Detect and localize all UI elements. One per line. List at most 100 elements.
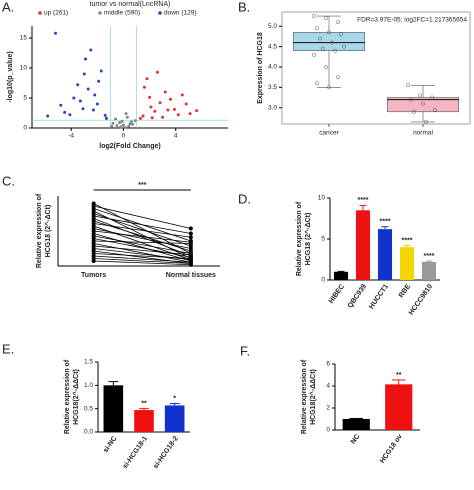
point [145, 77, 149, 81]
point [93, 93, 97, 97]
pair-line [93, 255, 191, 263]
point [118, 121, 122, 125]
point [312, 52, 316, 57]
point [95, 102, 99, 106]
pair-line [93, 215, 191, 234]
point [321, 46, 325, 51]
significance: ** [141, 401, 147, 408]
pair-line [93, 223, 191, 238]
panel-label: E. [2, 341, 14, 356]
x-tick-label: si-HCG18-1 [122, 435, 149, 470]
point [330, 40, 334, 45]
point [180, 93, 184, 97]
point [123, 125, 127, 129]
point [128, 122, 132, 126]
bar [134, 410, 154, 432]
point [418, 93, 422, 98]
pair-line [93, 233, 191, 262]
y-axis-label: Relative expression of [36, 193, 43, 268]
point [46, 114, 50, 118]
bar [421, 261, 437, 280]
point [188, 262, 193, 267]
point [111, 121, 115, 125]
pair-line [93, 218, 191, 257]
significance: * [173, 395, 176, 402]
point [141, 114, 145, 118]
point [121, 123, 125, 127]
significance: **** [402, 237, 413, 244]
point [188, 246, 193, 251]
pair-line [93, 253, 191, 259]
panel-label: F. [240, 343, 250, 358]
bar [333, 271, 349, 280]
point [188, 112, 192, 116]
x-tick-label: Tumors [81, 272, 106, 279]
point [119, 125, 123, 129]
bar [399, 247, 415, 280]
point [155, 70, 159, 74]
point [336, 20, 340, 25]
point [127, 124, 131, 128]
pair-line [93, 245, 191, 256]
point [148, 95, 152, 99]
chart-title: tumor vs normal(LncRNA) [90, 1, 171, 8]
point [115, 124, 119, 128]
panel-label: B. [238, 0, 250, 14]
point [76, 83, 80, 87]
y-tick-label: 0 [321, 277, 325, 284]
point [99, 69, 103, 73]
point [188, 231, 193, 236]
point [89, 48, 93, 52]
point [110, 124, 114, 128]
y-tick-label: 1.5 [84, 359, 93, 366]
pair-line [93, 230, 191, 243]
legend-label: down (129) [164, 10, 197, 17]
y-axis-label: HCG18(2^-ΔΔCt) [309, 369, 317, 425]
pair-line [93, 235, 191, 254]
y-tick-label: 1.0 [84, 382, 93, 389]
panel-label: A. [2, 0, 14, 14]
plot-frame [281, 11, 471, 125]
significance: **** [380, 219, 391, 226]
point [188, 252, 193, 257]
y-tick-label: 0.0 [84, 429, 93, 436]
point [412, 109, 416, 114]
bar [355, 210, 371, 280]
point [81, 107, 85, 111]
y-tick-label: 4.0 [268, 64, 277, 71]
point [188, 226, 193, 231]
point [188, 256, 193, 261]
y-axis-label: Expression of HCG18 [257, 32, 264, 104]
y-tick-label: 4 [326, 383, 330, 390]
x-tick-label: Normal tissues [166, 272, 216, 279]
point [430, 95, 434, 100]
point [324, 65, 328, 69]
y-axis-label: HCG18 (2^-ΔCt) [44, 205, 52, 258]
point [124, 112, 128, 116]
bar [103, 385, 124, 432]
y-tick-label: 5 [321, 236, 325, 243]
panel-label: C. [2, 173, 15, 188]
point [312, 14, 316, 19]
point [63, 110, 67, 114]
point [342, 44, 346, 49]
point [91, 108, 95, 112]
point [424, 120, 428, 124]
y-tick-label: 4.5 [268, 43, 277, 50]
point [153, 109, 157, 113]
point [72, 96, 76, 100]
x-tick-label: cancer [319, 130, 339, 137]
legend-label: middle (590) [104, 10, 140, 17]
point [163, 90, 167, 94]
point [336, 75, 340, 80]
point [188, 235, 193, 240]
significance: **** [358, 197, 369, 204]
point [97, 79, 101, 83]
point [176, 113, 180, 117]
x-tick-label: NC [350, 433, 362, 445]
x-tick-label: si-HCG18-2 [152, 435, 179, 470]
point [184, 102, 188, 106]
y-axis-label: Relative expression of [296, 201, 303, 276]
x-tick-label: -4 [68, 133, 74, 140]
